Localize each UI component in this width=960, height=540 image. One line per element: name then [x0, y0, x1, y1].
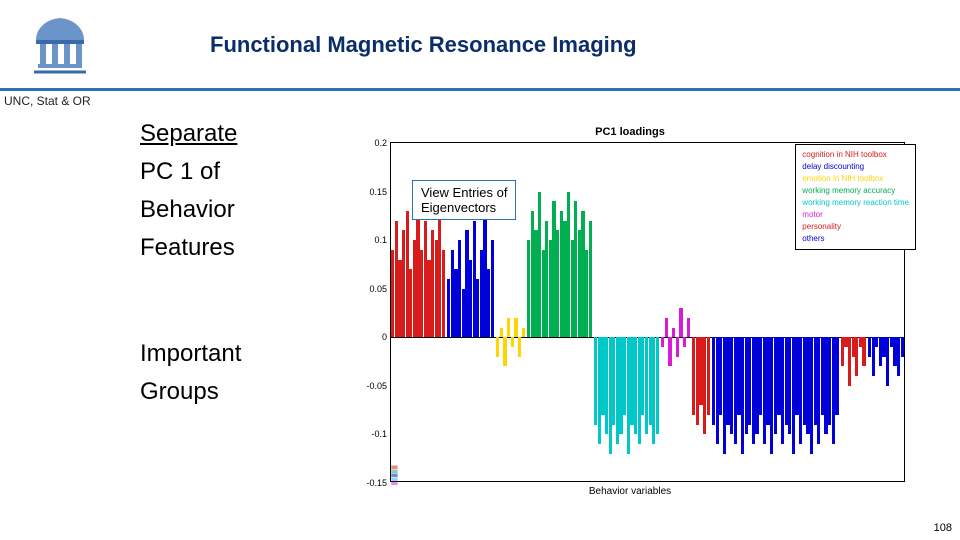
chart-xlabel: Behavior variables	[340, 486, 920, 497]
legend-item: delay discounting	[802, 161, 909, 173]
legend-item: working memory reaction time	[802, 197, 909, 209]
body-text-behavior: Behavior	[140, 196, 235, 224]
legend-item: cognition in NIH toolbox	[802, 149, 909, 161]
legend-item: personality	[802, 221, 909, 233]
annotation-line2: Eigenvectors	[421, 200, 496, 215]
chart-annotation: View Entries of Eigenvectors	[412, 180, 516, 220]
chart-title: PC1 loadings	[340, 126, 920, 138]
legend-item: motor	[802, 209, 909, 221]
legend-item: emotion in NIH toolbox	[802, 173, 909, 185]
page-title: Functional Magnetic Resonance Imaging	[210, 32, 637, 58]
body-text-important: Important	[140, 340, 241, 368]
pc1-chart: PC1 loadings 0.20.150.10.050-0.05-0.1-0.…	[340, 120, 920, 510]
header-rule	[0, 88, 960, 91]
unc-logo	[28, 14, 92, 78]
body-text-groups: Groups	[140, 378, 219, 406]
body-text-pc1: PC 1 of	[140, 158, 220, 186]
institution-label: UNC, Stat & OR	[4, 94, 91, 108]
body-text-separate: Separate	[140, 120, 237, 148]
legend-item: working memory accuracy	[802, 185, 909, 197]
body-text-features: Features	[140, 234, 235, 262]
annotation-line1: View Entries of	[421, 185, 507, 200]
chart-legend: cognition in NIH toolboxdelay discountin…	[795, 144, 916, 250]
page-number: 108	[934, 522, 952, 534]
legend-item: others	[802, 233, 909, 245]
